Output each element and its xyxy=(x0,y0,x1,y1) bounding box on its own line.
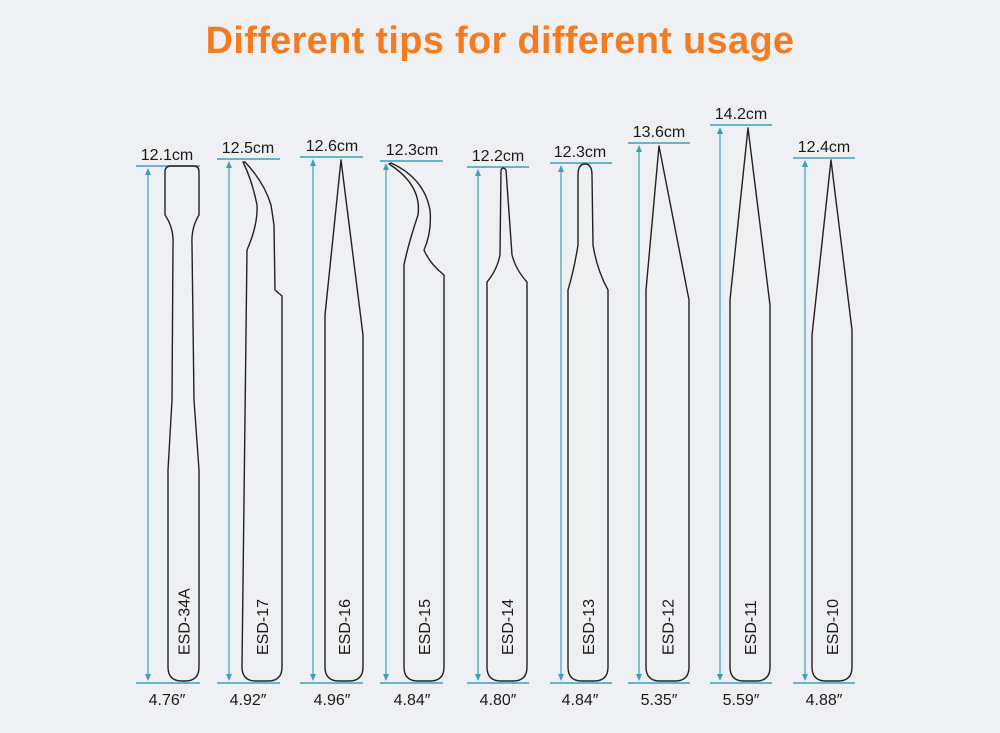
tweezer-esd-15: 12.3cm 4.84″ ESD-15 xyxy=(380,142,445,709)
tweezer-esd-11: 14.2cm 5.59″ ESD-11 xyxy=(710,106,772,709)
arrow-down-icon xyxy=(145,674,151,681)
tweezer-outline xyxy=(324,159,364,682)
length-inch-label: 4.80″ xyxy=(480,692,517,709)
length-cm-label: 14.2cm xyxy=(715,106,767,123)
model-label: ESD-11 xyxy=(743,600,760,655)
arrow-up-icon xyxy=(226,161,232,168)
length-inch-label: 4.84″ xyxy=(562,692,599,709)
arrow-up-icon xyxy=(802,160,808,167)
tweezer-esd-13: 12.3cm 4.84″ ESD-13 xyxy=(550,144,612,709)
tweezer-esd-16: 12.6cm 4.96″ ESD-16 xyxy=(300,138,364,709)
tweezer-outline xyxy=(567,163,609,682)
model-label: ESD-13 xyxy=(581,599,598,655)
arrow-down-icon xyxy=(636,674,642,681)
tweezer-outline xyxy=(645,145,690,682)
length-inch-label: 4.96″ xyxy=(314,692,351,709)
length-cm-label: 12.2cm xyxy=(472,148,524,165)
length-cm-label: 12.6cm xyxy=(306,138,358,155)
arrow-up-icon xyxy=(717,127,723,134)
model-label: ESD-17 xyxy=(255,599,272,655)
title: Different tips for different usage xyxy=(205,20,795,62)
arrow-down-icon xyxy=(558,674,564,681)
arrow-up-icon xyxy=(145,168,151,175)
tweezer-esd-12: 13.6cm 5.35″ ESD-12 xyxy=(628,124,690,709)
tweezer-outline xyxy=(388,162,445,682)
arrow-down-icon xyxy=(383,674,389,681)
tweezer-outline xyxy=(241,161,283,682)
arrow-down-icon xyxy=(226,674,232,681)
length-cm-label: 12.3cm xyxy=(554,144,606,161)
tweezer-outline xyxy=(729,127,771,682)
length-cm-label: 12.5cm xyxy=(222,140,274,157)
length-cm-label: 12.4cm xyxy=(798,139,850,156)
arrow-down-icon xyxy=(310,674,316,681)
model-label: ESD-12 xyxy=(661,599,678,655)
tweezer-outline xyxy=(811,159,853,682)
arrow-down-icon xyxy=(475,674,481,681)
length-cm-label: 12.3cm xyxy=(386,142,438,159)
model-label: ESD-16 xyxy=(337,599,354,655)
arrow-down-icon xyxy=(802,674,808,681)
length-inch-label: 5.35″ xyxy=(641,692,678,709)
arrow-up-icon xyxy=(475,169,481,176)
tweezer-esd-17: 12.5cm 4.92″ ESD-17 xyxy=(217,140,283,709)
arrow-up-icon xyxy=(636,145,642,152)
tweezer-esd-14: 12.2cm 4.80″ ESD-14 xyxy=(467,148,529,709)
tweezer-outline xyxy=(486,167,528,682)
length-inch-label: 4.84″ xyxy=(394,692,431,709)
tweezer-esd-34a: 12.1cm 4.76″ ESD-34A xyxy=(136,147,200,709)
model-label: ESD-34A xyxy=(177,588,194,655)
arrow-up-icon xyxy=(558,165,564,172)
length-inch-label: 4.76″ xyxy=(149,692,186,709)
tweezer-outline xyxy=(164,165,200,682)
arrow-up-icon xyxy=(310,159,316,166)
length-inch-label: 4.88″ xyxy=(806,692,843,709)
length-inch-label: 5.59″ xyxy=(723,692,760,709)
tweezer-esd-10: 12.4cm 4.88″ ESD-10 xyxy=(793,139,855,709)
arrow-down-icon xyxy=(717,674,723,681)
model-label: ESD-10 xyxy=(825,599,842,655)
length-cm-label: 12.1cm xyxy=(141,147,193,164)
arrow-up-icon xyxy=(383,163,389,170)
model-label: ESD-15 xyxy=(417,599,434,655)
model-label: ESD-14 xyxy=(500,599,517,655)
length-cm-label: 13.6cm xyxy=(633,124,685,141)
length-inch-label: 4.92″ xyxy=(230,692,267,709)
